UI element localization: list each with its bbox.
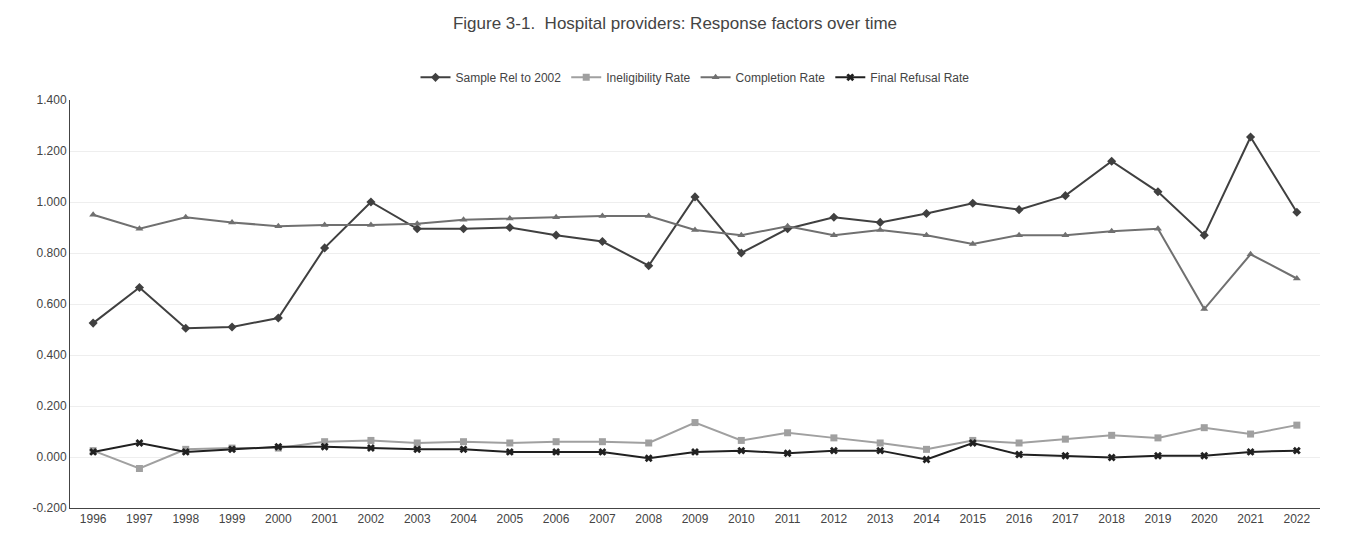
svg-text:2002: 2002 [358,512,385,526]
svg-text:1996: 1996 [80,512,107,526]
svg-text:0.000: 0.000 [37,450,67,464]
svg-text:2018: 2018 [1098,512,1125,526]
svg-text:2019: 2019 [1145,512,1172,526]
svg-text:2010: 2010 [728,512,755,526]
svg-text:2015: 2015 [959,512,986,526]
svg-text:2000: 2000 [265,512,292,526]
svg-text:2013: 2013 [867,512,894,526]
svg-text:0.400: 0.400 [37,348,67,362]
svg-text:2006: 2006 [543,512,570,526]
svg-text:0.200: 0.200 [37,399,67,413]
svg-text:Ineligibility Rate: Ineligibility Rate [606,71,690,85]
svg-text:2009: 2009 [682,512,709,526]
svg-text:0.800: 0.800 [37,246,67,260]
svg-text:2003: 2003 [404,512,431,526]
svg-text:1.000: 1.000 [37,195,67,209]
svg-text:Sample Rel to 2002: Sample Rel to 2002 [456,71,562,85]
svg-text:Completion Rate: Completion Rate [736,71,826,85]
svg-text:2007: 2007 [589,512,616,526]
svg-text:1999: 1999 [219,512,246,526]
svg-text:-0.200: -0.200 [33,501,67,515]
svg-text:1.400: 1.400 [37,93,67,107]
svg-text:2021: 2021 [1237,512,1264,526]
svg-text:2020: 2020 [1191,512,1218,526]
svg-text:1998: 1998 [172,512,199,526]
svg-text:2014: 2014 [913,512,940,526]
svg-text:Final Refusal Rate: Final Refusal Rate [870,71,969,85]
svg-text:2004: 2004 [450,512,477,526]
svg-text:2016: 2016 [1006,512,1033,526]
svg-text:2012: 2012 [821,512,848,526]
svg-text:2017: 2017 [1052,512,1079,526]
svg-text:1.200: 1.200 [37,144,67,158]
svg-text:1997: 1997 [126,512,153,526]
svg-text:2011: 2011 [775,512,801,526]
svg-text:2008: 2008 [635,512,662,526]
svg-text:Figure 3-1. Hospital provider: Figure 3-1. Hospital providers: Response… [453,14,897,33]
svg-text:0.600: 0.600 [37,297,67,311]
svg-text:2001: 2001 [311,512,338,526]
svg-text:2022: 2022 [1283,512,1310,526]
svg-text:2005: 2005 [496,512,523,526]
